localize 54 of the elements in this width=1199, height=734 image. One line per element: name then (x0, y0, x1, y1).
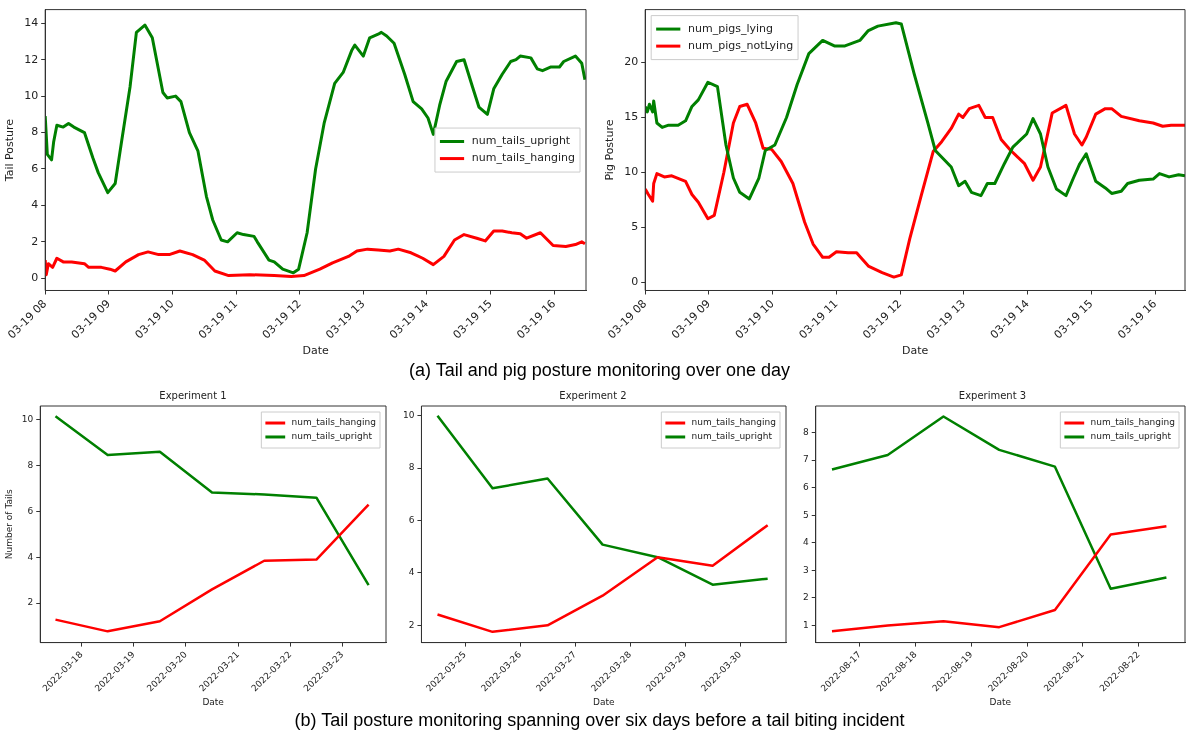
chart-title: Experiment 2 (559, 389, 627, 401)
y-tick-label: 6 (802, 481, 809, 492)
y-tick-label: 20 (624, 55, 639, 69)
y-tick-label: 0 (631, 275, 639, 289)
legend-label: num_tails_upright (1090, 431, 1172, 442)
chart-title: Experiment 1 (159, 389, 227, 401)
y-tick-label: 7 (802, 454, 809, 465)
y-tick-label: 4 (27, 551, 34, 562)
y-tick-label: 10 (624, 165, 639, 179)
y-tick-label: 8 (31, 125, 39, 139)
y-tick-label: 8 (27, 459, 34, 470)
y-axis-title: Pig Posture (603, 119, 617, 181)
y-tick-label: 1 (802, 619, 809, 630)
legend-label: num_tails_upright (471, 134, 571, 148)
y-tick-label: 2 (802, 592, 809, 603)
y-tick-label: 5 (802, 509, 809, 520)
y-tick-label: 2 (408, 619, 415, 630)
legend-label: num_pigs_notLying (688, 38, 794, 52)
y-tick-label: 15 (624, 110, 639, 124)
y-tick-label: 12 (24, 52, 39, 66)
y-tick-label: 3 (802, 564, 809, 575)
legend-label: num_tails_hanging (691, 417, 776, 428)
legend-label: num_tails_upright (291, 431, 373, 442)
y-tick-label: 0 (31, 271, 39, 285)
y-tick-label: 10 (24, 88, 39, 102)
y-tick-label: 6 (27, 505, 34, 516)
x-axis-title: Date (901, 344, 929, 358)
y-tick-label: 10 (21, 414, 34, 425)
legend-label: num_tails_hanging (291, 417, 376, 428)
y-tick-label: 4 (31, 198, 39, 212)
y-axis-title: Tail Posture (3, 118, 17, 183)
y-tick-label: 14 (24, 16, 39, 30)
y-tick-label: 8 (408, 462, 415, 473)
text: (b) Tail posture monitoring spanning over six days before a tail biting incident (293, 710, 906, 731)
x-axis-title: Date (989, 696, 1012, 707)
y-tick-label: 6 (408, 514, 415, 525)
x-axis-title: Date (592, 696, 615, 707)
y-axis-title: Number of Tails (3, 489, 14, 560)
y-tick-label: 5 (631, 220, 639, 234)
legend-label: num_tails_upright (691, 431, 773, 442)
legend-label: num_pigs_lying (688, 21, 774, 35)
x-axis-title: Date (202, 696, 225, 707)
y-tick-label: 8 (802, 426, 809, 437)
legend-label: num_tails_hanging (1090, 417, 1175, 428)
legend-label: num_tails_hanging (471, 151, 576, 165)
y-tick-label: 2 (27, 597, 34, 608)
y-tick-label: 10 (403, 410, 415, 421)
y-tick-label: 2 (31, 234, 39, 248)
chart-title: Experiment 3 (958, 389, 1027, 401)
y-tick-label: 4 (802, 537, 809, 548)
y-tick-label: 4 (408, 567, 415, 578)
y-tick-label: 6 (31, 161, 39, 175)
text: (a) Tail and pig posture monitoring over one day (408, 360, 791, 381)
x-axis-title: Date (302, 344, 329, 358)
